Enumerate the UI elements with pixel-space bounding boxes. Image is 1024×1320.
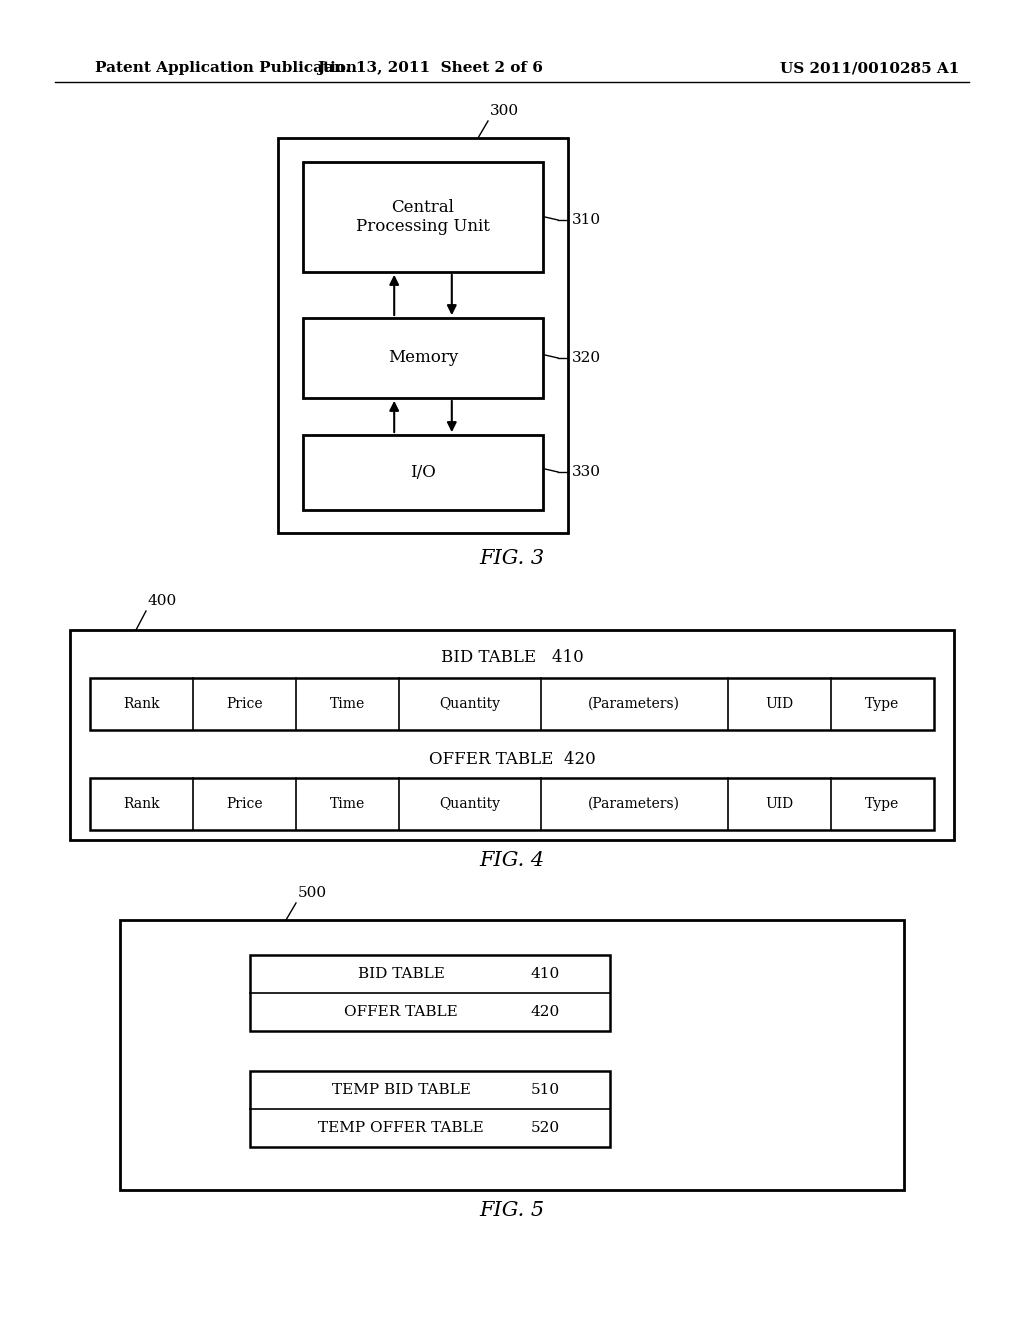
Text: 330: 330: [572, 465, 601, 479]
Text: FIG. 3: FIG. 3: [479, 549, 545, 568]
Bar: [303, 318, 543, 399]
Text: UID: UID: [765, 697, 794, 711]
Text: Quantity: Quantity: [439, 697, 501, 711]
Text: I/O: I/O: [411, 465, 436, 480]
Text: 420: 420: [530, 1005, 560, 1019]
Text: 400: 400: [148, 594, 177, 609]
Bar: [90, 678, 934, 730]
Text: 520: 520: [530, 1121, 560, 1135]
Text: (Parameters): (Parameters): [588, 797, 680, 810]
Text: Quantity: Quantity: [439, 797, 501, 810]
Text: Rank: Rank: [123, 797, 160, 810]
Text: BID TABLE   410: BID TABLE 410: [440, 649, 584, 667]
Text: Patent Application Publication: Patent Application Publication: [95, 61, 357, 75]
Text: 510: 510: [530, 1082, 560, 1097]
Text: 500: 500: [298, 886, 327, 900]
Text: Jan. 13, 2011  Sheet 2 of 6: Jan. 13, 2011 Sheet 2 of 6: [317, 61, 543, 75]
Text: FIG. 5: FIG. 5: [479, 1200, 545, 1220]
Text: Central
Processing Unit: Central Processing Unit: [356, 199, 489, 235]
Text: OFFER TABLE: OFFER TABLE: [344, 1005, 458, 1019]
Bar: [303, 436, 543, 510]
Text: Time: Time: [330, 797, 366, 810]
Bar: [278, 139, 568, 533]
Text: US 2011/0010285 A1: US 2011/0010285 A1: [780, 61, 959, 75]
Text: 300: 300: [490, 104, 519, 117]
Bar: [303, 162, 543, 272]
Bar: [90, 777, 934, 830]
Text: (Parameters): (Parameters): [588, 697, 680, 711]
Text: TEMP OFFER TABLE: TEMP OFFER TABLE: [318, 1121, 484, 1135]
Bar: [250, 954, 610, 1031]
Bar: [70, 630, 954, 840]
Text: UID: UID: [765, 797, 794, 810]
Text: Type: Type: [865, 697, 899, 711]
Text: Type: Type: [865, 797, 899, 810]
Text: BID TABLE: BID TABLE: [357, 968, 444, 981]
Text: Rank: Rank: [123, 697, 160, 711]
Bar: [250, 1071, 610, 1147]
Bar: [120, 920, 904, 1191]
Text: Time: Time: [330, 697, 366, 711]
Text: 320: 320: [572, 351, 601, 366]
Text: 310: 310: [572, 213, 601, 227]
Text: FIG. 4: FIG. 4: [479, 850, 545, 870]
Text: Price: Price: [226, 797, 263, 810]
Text: TEMP BID TABLE: TEMP BID TABLE: [332, 1082, 471, 1097]
Text: OFFER TABLE  420: OFFER TABLE 420: [429, 751, 595, 768]
Text: Memory: Memory: [388, 350, 458, 367]
Text: 410: 410: [530, 968, 560, 981]
Text: Price: Price: [226, 697, 263, 711]
